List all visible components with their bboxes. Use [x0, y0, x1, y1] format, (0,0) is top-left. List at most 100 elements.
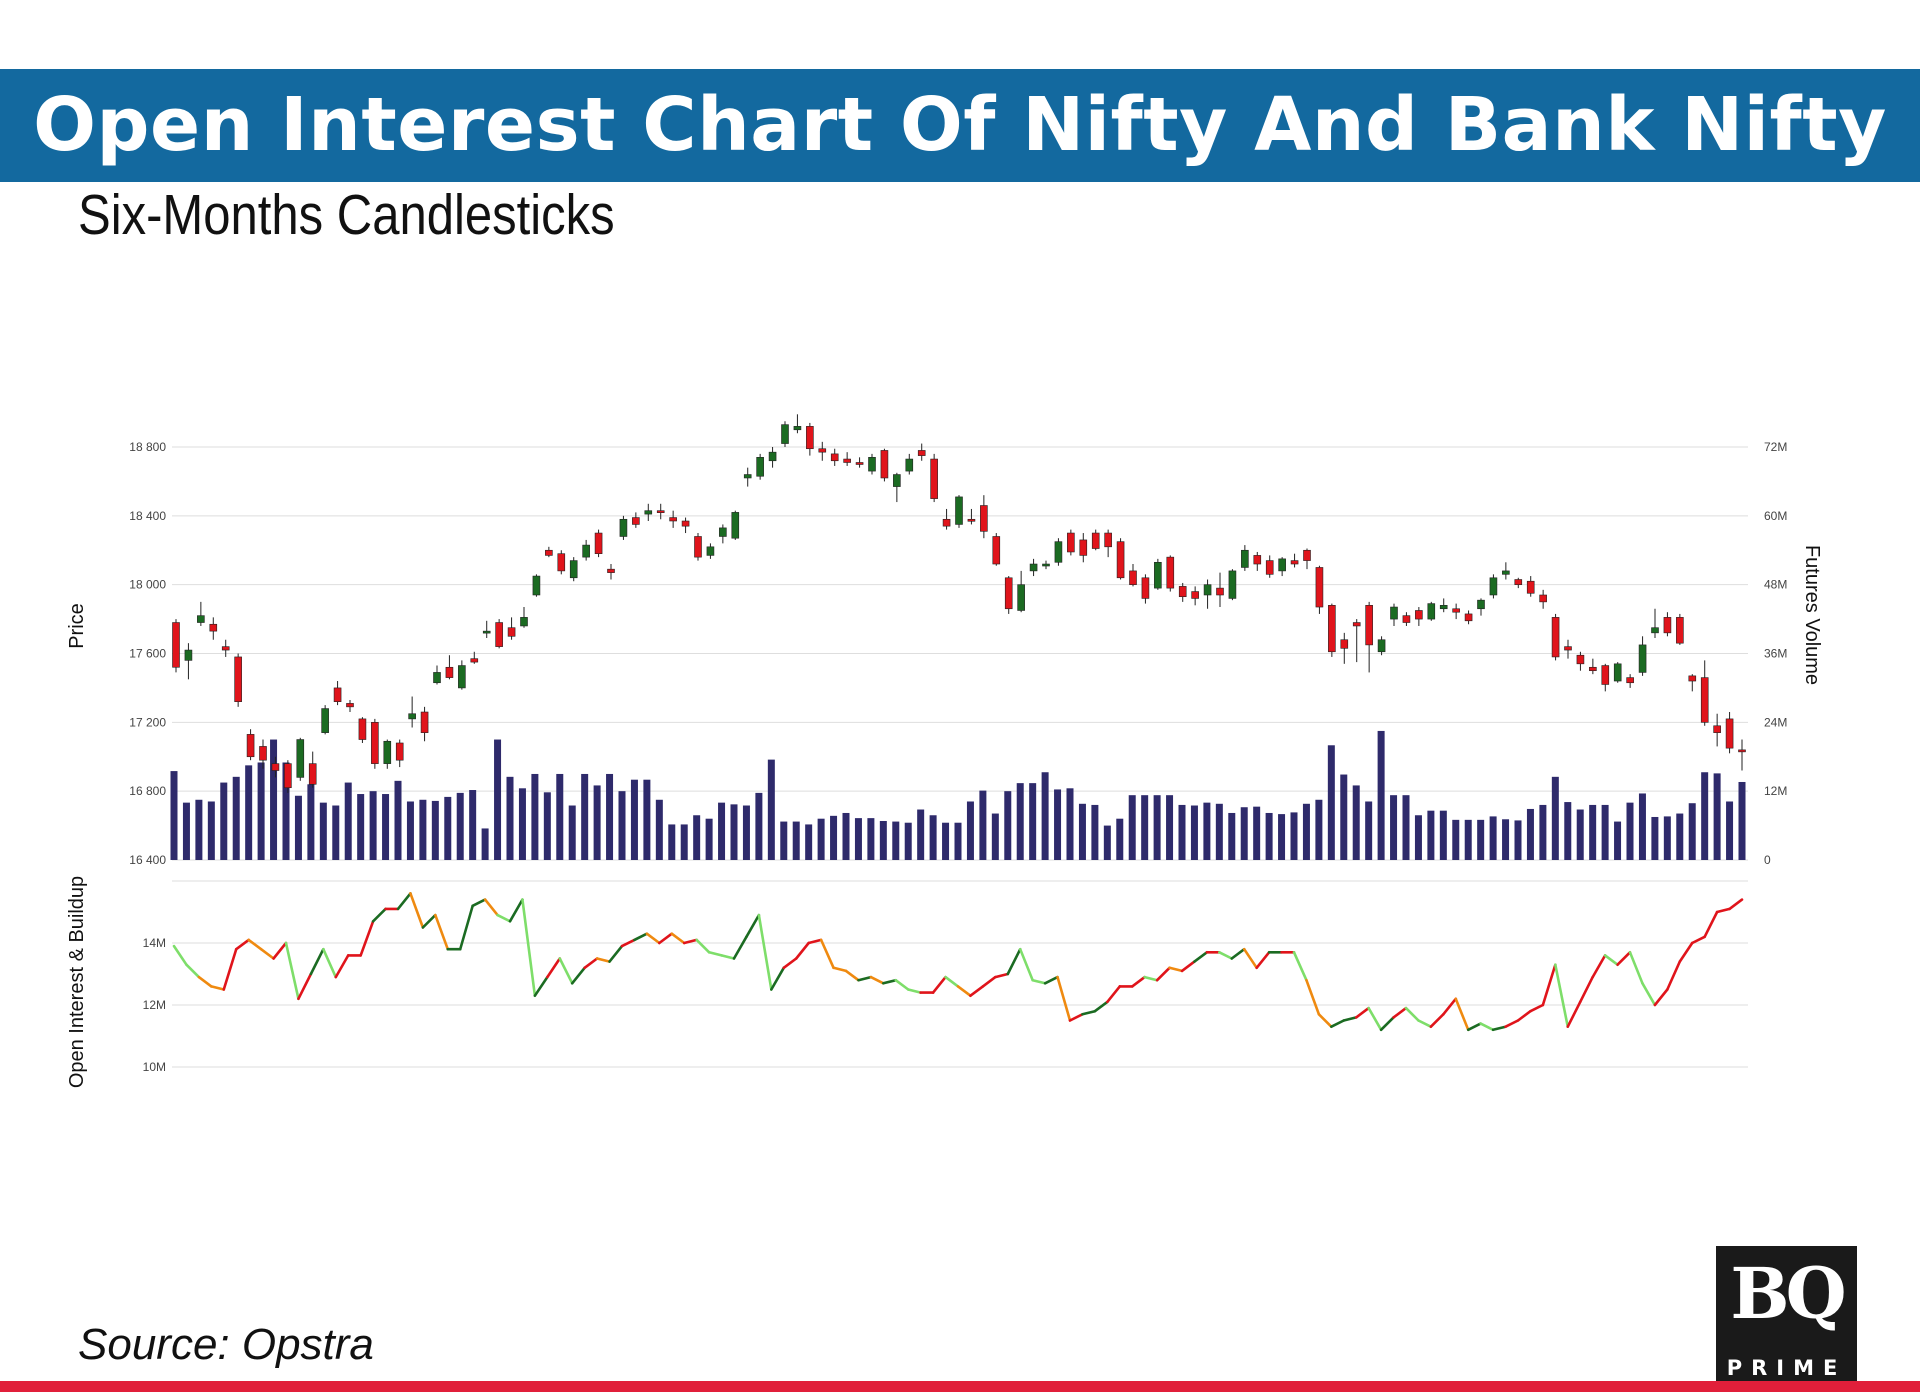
candle-body [1328, 605, 1336, 653]
oi-segment [210, 985, 226, 991]
volume-bar [543, 792, 551, 860]
oi-segment [421, 913, 437, 929]
candle-body [284, 763, 292, 789]
candle-body [1638, 644, 1647, 673]
oi-segment [1703, 910, 1719, 939]
volume-bar [1564, 802, 1572, 860]
volume-bar [344, 782, 352, 860]
candle-body [731, 512, 740, 539]
oi-segment [483, 898, 499, 917]
oi-segment [471, 898, 487, 908]
oi-segment [1043, 975, 1059, 985]
candle-body [1589, 666, 1597, 672]
candle-body [569, 560, 578, 579]
oi-segment [546, 957, 562, 979]
oi-segment [1578, 975, 1594, 1004]
candle-body [917, 450, 926, 456]
volume-bar [805, 824, 813, 860]
oi-segment [1342, 1016, 1358, 1022]
candle-body [445, 666, 454, 678]
volume-bar [1029, 783, 1037, 860]
candle-body [1352, 622, 1361, 627]
candle-body [333, 687, 342, 702]
candle-body [980, 505, 988, 532]
volume-bar [481, 828, 489, 860]
volume-bar [606, 773, 614, 860]
volume-bar [444, 796, 452, 860]
oi-segment [272, 941, 288, 960]
volume-bar [705, 818, 713, 860]
volume-bar [1489, 816, 1497, 860]
oi-segment [1106, 985, 1122, 1004]
candle-body [1477, 599, 1485, 610]
volume-bar [1638, 793, 1646, 860]
oi-segment [682, 938, 698, 945]
candle-body [271, 763, 280, 771]
volume-bar [1514, 820, 1522, 860]
oi-segment [981, 975, 997, 988]
oi-segment [857, 975, 873, 982]
volume-bar [257, 762, 265, 860]
price-candles [172, 414, 1746, 793]
source-note: Source: Opstra [78, 1320, 374, 1369]
volume-tick-label: 72M [1764, 440, 1787, 454]
candle-body [1303, 549, 1311, 561]
candle-body [1116, 541, 1125, 579]
volume-bar [1738, 781, 1746, 860]
candle-body [1017, 584, 1025, 611]
candle-body [308, 763, 317, 785]
candle-body [1278, 558, 1286, 572]
candle-body [1526, 580, 1535, 594]
volume-bar [1103, 825, 1111, 860]
candle-body [1241, 549, 1249, 568]
oi-segment [222, 947, 238, 991]
volume-bar [431, 800, 439, 860]
candle-body [1253, 555, 1262, 565]
volume-bar [1116, 818, 1124, 860]
candle-body [1154, 561, 1162, 589]
candle-body [470, 658, 479, 663]
volume-bar [917, 809, 925, 860]
candle-body [1079, 539, 1088, 556]
candle-body [1042, 563, 1050, 567]
price-tick-label: 17 600 [129, 647, 166, 661]
candle-body [1390, 606, 1398, 620]
tick-labels: 16 400 16 800 17 200 17 600 18 000 18 400 18 8… [129, 440, 1787, 1074]
oi-segment [994, 972, 1010, 979]
volume-bar [1302, 803, 1310, 860]
volume-bar [419, 799, 427, 860]
oi-segment [1479, 1022, 1495, 1032]
candle-body [1427, 603, 1436, 620]
candle-body [656, 510, 665, 513]
oi-segment [1317, 1012, 1333, 1028]
oi-segment [1143, 975, 1159, 982]
candle-body [830, 453, 839, 462]
candle-body [433, 672, 441, 684]
oi-segment [458, 904, 474, 951]
candle-body [1315, 567, 1324, 608]
volume-bar [1253, 806, 1261, 860]
volume-bar [394, 780, 402, 860]
price-tick-label: 18 800 [129, 440, 166, 454]
candle-body [893, 474, 901, 487]
candle-body [1340, 639, 1349, 649]
volume-bar [1663, 816, 1671, 860]
volume-bar [1178, 804, 1186, 860]
candle-body [221, 646, 230, 651]
candle-body [209, 623, 218, 632]
oi-segment [670, 932, 686, 945]
volume-bar [581, 773, 589, 860]
oi-segment [1193, 950, 1209, 963]
oi-segment [334, 954, 350, 979]
candle-body [1663, 617, 1672, 634]
volume-bar [1676, 813, 1684, 860]
candle-body [1129, 570, 1137, 585]
candle-body [1551, 617, 1560, 658]
oi-segment [645, 932, 661, 945]
volume-tick-label: 24M [1764, 715, 1787, 729]
oi-segment [521, 898, 537, 998]
candle-body [234, 656, 242, 702]
candle-body [582, 544, 590, 558]
oi-segment [1666, 960, 1682, 991]
oi-segment [956, 985, 972, 998]
